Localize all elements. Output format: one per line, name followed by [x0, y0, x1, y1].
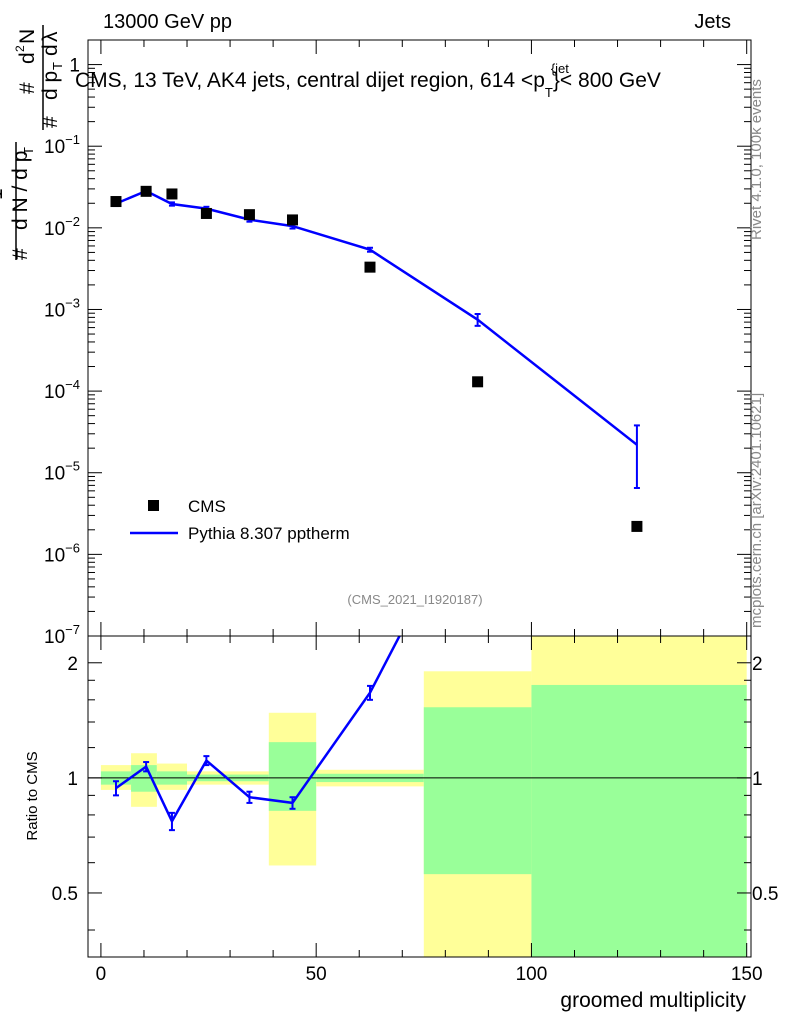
- header-right: Jets: [694, 11, 731, 33]
- main-y-tick-label: 10−6: [44, 540, 80, 566]
- ratio-y-tick-label: 0.5: [52, 884, 78, 905]
- ratio-band-green: [423, 707, 532, 875]
- cms-data-point: [286, 214, 298, 226]
- svg-text:λ: λ: [39, 31, 62, 42]
- ratio-line: [115, 636, 401, 824]
- svg-text:d: d: [39, 44, 62, 56]
- ratio-y-label: Ratio to CMS: [24, 751, 41, 840]
- ratio-y-tick-label-right: 2: [752, 654, 763, 675]
- main-y-tick-label: 1: [69, 56, 80, 77]
- cms-data-point: [364, 261, 376, 273]
- cms-data-point: [166, 188, 178, 200]
- svg-text:#: #: [16, 82, 39, 94]
- ratio-data: [112, 636, 401, 832]
- main-x-axis: [100, 40, 748, 636]
- svg-text:N: N: [16, 29, 39, 44]
- main-y-tick-label: 10−1: [44, 132, 80, 158]
- ratio-frame: [87, 635, 752, 958]
- ratio-y-tick-label: 2: [67, 654, 78, 675]
- ratio-axes: 0.5 0.5 1 1 2 2 0 50 100 150: [52, 636, 778, 985]
- svg-text:T: T: [50, 62, 65, 70]
- x-tick-label: 150: [731, 964, 763, 985]
- main-data: [110, 185, 643, 532]
- main-y-label: # d N / d p T 1 # d p T d λ # d 2 N: [0, 25, 65, 260]
- svg-text:d: d: [16, 52, 39, 64]
- main-y-tick-label: 10−4: [44, 377, 80, 403]
- x-tick-label: 0: [96, 964, 107, 985]
- mcplots-label: mcplots.cern.ch [arXiv:2401.10621]: [748, 393, 765, 628]
- ratio-panel: 0.5 0.5 1 1 2 2 0 50 100 150 Ratio to CMS groomed…: [24, 635, 778, 1012]
- main-panel: 1 10−1 10−2 10−3 10−4 10−5 10−6 10−7 CMS, 13 Te…: [44, 39, 752, 648]
- x-tick-label: 50: [306, 964, 327, 985]
- main-y-tick-label: 10−7: [44, 622, 80, 648]
- pythia-line: [115, 189, 638, 446]
- ratio-band-green: [531, 684, 747, 957]
- svg-text:2: 2: [13, 45, 27, 52]
- rivet-label: Rivet 4.1.0, 100k events: [748, 79, 765, 240]
- ratio-y-tick-label-right: 1: [752, 769, 763, 790]
- legend-cms-label: CMS: [188, 497, 226, 516]
- svg-text:#: #: [9, 248, 32, 260]
- ratio-y-tick-label: 1: [67, 769, 78, 790]
- x-tick-label: 100: [516, 964, 548, 985]
- svg-text:1: 1: [0, 188, 7, 200]
- ratio-y-tick-label-right: 0.5: [752, 884, 778, 905]
- svg-text:d N / d p: d N / d p: [9, 151, 32, 230]
- cms-data-point: [140, 185, 152, 197]
- cms-data-point: [110, 196, 122, 208]
- cms-data-point: [631, 520, 643, 532]
- legend-pythia-label: Pythia 8.307 pptherm: [188, 524, 350, 543]
- main-y-tick-label: 10−5: [44, 459, 80, 485]
- svg-text:#: #: [39, 116, 62, 128]
- legend-cms-marker: [148, 500, 159, 511]
- svg-text:d p: d p: [39, 71, 62, 100]
- main-frame: [87, 39, 752, 637]
- header-left: 13000 GeV pp: [103, 11, 232, 33]
- cms-data-point: [200, 207, 212, 219]
- main-title: CMS, 13 TeV, AK4 jets, central dijet reg…: [75, 61, 661, 100]
- ratio-bands: [100, 636, 747, 957]
- cms-data-point: [472, 376, 484, 388]
- cms-data-point: [243, 209, 255, 221]
- x-axis-label: groomed multiplicity: [560, 989, 746, 1012]
- main-y-tick-label: 10−3: [44, 295, 80, 321]
- main-y-axis: 1 10−1 10−2 10−3 10−4 10−5 10−6 10−7: [44, 39, 751, 648]
- legend: CMS Pythia 8.307 pptherm: [130, 497, 350, 543]
- svg-text:T: T: [21, 147, 36, 155]
- main-y-tick-label: 10−2: [44, 214, 80, 240]
- watermark: (CMS_2021_I1920187): [347, 592, 482, 607]
